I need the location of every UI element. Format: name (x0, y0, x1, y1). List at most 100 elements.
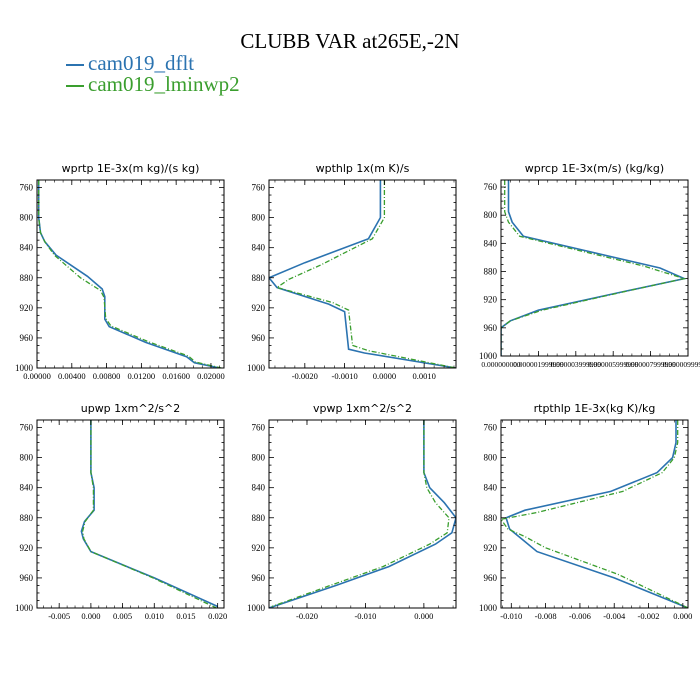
y-tick-label: 960 (20, 333, 34, 343)
y-tick-label: 760 (252, 423, 266, 433)
x-tick-label: 0.000 (81, 611, 100, 621)
x-tick-label: -0.010 (500, 611, 522, 621)
y-tick-label: 800 (484, 210, 498, 220)
plot-frame (36, 179, 225, 369)
y-tick-label: 800 (20, 453, 34, 463)
panel-2: wpthlp 1x(m K)/s 760 800 840 880 920 960 1000 -0… (247, 162, 457, 381)
panel-title: upwp 1xm^2/s^2 (81, 402, 181, 415)
x-tick-label: 0.01200 (128, 371, 156, 381)
y-tick-label: 840 (20, 483, 34, 493)
x-tick-label: 0.000007999999 (625, 360, 676, 369)
y-tick-label: 800 (20, 213, 34, 223)
y-tick-label: 1000 (247, 603, 266, 613)
y-tick-label: 800 (484, 453, 498, 463)
y-tick-label: 840 (484, 483, 498, 493)
x-tick-label: 0.000 (673, 611, 692, 621)
y-tick-label: 880 (484, 513, 498, 523)
x-tick-label: -0.0010 (331, 371, 357, 381)
series-line-cam019_dflt (269, 180, 456, 368)
x-tick-label: 0.000000000 (481, 360, 521, 369)
y-tick-label: 920 (20, 303, 34, 313)
x-tick-label: 0.015 (176, 611, 195, 621)
y-tick-label: 920 (252, 543, 266, 553)
x-tick-label: 0.0000 (373, 371, 396, 381)
series-line-cam019_lminwp2 (275, 180, 456, 368)
x-tick-label: 0.000009999999 (663, 360, 700, 369)
x-tick-label: 0.020 (208, 611, 227, 621)
y-tick-label: 960 (252, 333, 266, 343)
y-tick-label: 840 (252, 243, 266, 253)
y-tick-label: 880 (20, 513, 34, 523)
panel-6: rtpthlp 1E-3x(kg K)/kg 760 800 840 880 920 960… (479, 402, 692, 621)
series-line-cam019_dflt (501, 180, 687, 356)
x-tick-label: 0.000001999999 (513, 360, 564, 369)
x-tick-label: 0.005 (113, 611, 132, 621)
panel-title: rtpthlp 1E-3x(kg K)/kg (534, 402, 656, 415)
panel-1: wprtp 1E-3x(m kg)/(s kg) 760 800 840 880 920 9… (15, 162, 225, 381)
y-tick-label: 760 (484, 182, 498, 192)
x-tick-label: -0.010 (354, 611, 376, 621)
plot-frame (500, 419, 689, 609)
series-line-cam019_dflt (80, 420, 219, 608)
panel-3: wprcp 1E-3x(m/s) (kg/kg) 760 800 840 880 920 9… (479, 162, 700, 369)
panel-title: wprtp 1E-3x(m kg)/(s kg) (62, 162, 200, 175)
y-tick-label: 880 (20, 273, 34, 283)
x-tick-label: -0.020 (296, 611, 318, 621)
y-tick-label: 880 (252, 273, 266, 283)
y-tick-label: 1000 (479, 351, 498, 361)
series-line-cam019_lminwp2 (501, 420, 688, 608)
legend-label-dflt: cam019_dflt (88, 51, 195, 75)
x-tick-label: -0.0020 (292, 371, 318, 381)
y-tick-label: 800 (252, 213, 266, 223)
series-line-cam019_dflt (505, 420, 688, 608)
y-tick-label: 760 (20, 183, 34, 193)
y-tick-label: 840 (252, 483, 266, 493)
y-tick-label: 960 (484, 573, 498, 583)
y-tick-label: 920 (484, 295, 498, 305)
legend-label-lminwp2: cam019_lminwp2 (88, 72, 240, 96)
x-tick-label: -0.004 (603, 611, 626, 621)
legend-entry-dflt: cam019_dflt (66, 51, 194, 76)
y-tick-label: 760 (20, 423, 34, 433)
legend-swatch-lminwp2 (66, 85, 84, 88)
y-tick-label: 920 (252, 303, 266, 313)
figure-title: CLUBB VAR at265E,-2N (240, 29, 460, 53)
y-tick-label: 880 (252, 513, 266, 523)
y-tick-label: 880 (484, 267, 498, 277)
plot-frame (268, 419, 457, 609)
x-tick-label: 0.01600 (162, 371, 190, 381)
series-line-cam019_lminwp2 (271, 420, 450, 608)
panel-4: upwp 1xm^2/s^2 760 800 840 880 920 960 1000 -0.0… (15, 402, 227, 621)
x-tick-label: 0.00000 (23, 371, 51, 381)
y-tick-label: 960 (484, 323, 498, 333)
y-tick-label: 1000 (15, 603, 34, 613)
panel-title: wprcp 1E-3x(m/s) (kg/kg) (525, 162, 664, 175)
series-line-cam019_lminwp2 (81, 420, 217, 608)
x-tick-label: -0.002 (638, 611, 660, 621)
x-tick-label: -0.005 (48, 611, 70, 621)
y-tick-label: 1000 (15, 363, 34, 373)
plot-frame (36, 419, 225, 609)
y-tick-label: 960 (20, 573, 34, 583)
series-line-cam019_lminwp2 (501, 180, 687, 356)
x-tick-label: 0.000005999999 (588, 360, 639, 369)
x-tick-label: 0.0010 (412, 371, 435, 381)
y-tick-label: 840 (484, 238, 498, 248)
x-tick-label: 0.00400 (58, 371, 86, 381)
plot-frame (268, 179, 457, 369)
y-tick-label: 920 (484, 543, 498, 553)
y-tick-label: 1000 (479, 603, 498, 613)
y-tick-label: 840 (20, 243, 34, 253)
x-tick-label: 0.000 (414, 611, 433, 621)
series-line-cam019_dflt (37, 180, 220, 368)
panel-5: vpwp 1xm^2/s^2 760 800 840 880 920 960 1000 -0.0… (247, 402, 457, 621)
x-tick-label: 0.010 (145, 611, 164, 621)
x-tick-label: -0.006 (569, 611, 591, 621)
x-tick-label: 0.000003999999 (550, 360, 601, 369)
y-tick-label: 1000 (247, 363, 266, 373)
panel-title: wpthlp 1x(m K)/s (316, 162, 410, 175)
x-tick-label: 0.00800 (93, 371, 121, 381)
legend-swatch-dflt (66, 64, 84, 67)
series-line-cam019_dflt (269, 420, 456, 608)
